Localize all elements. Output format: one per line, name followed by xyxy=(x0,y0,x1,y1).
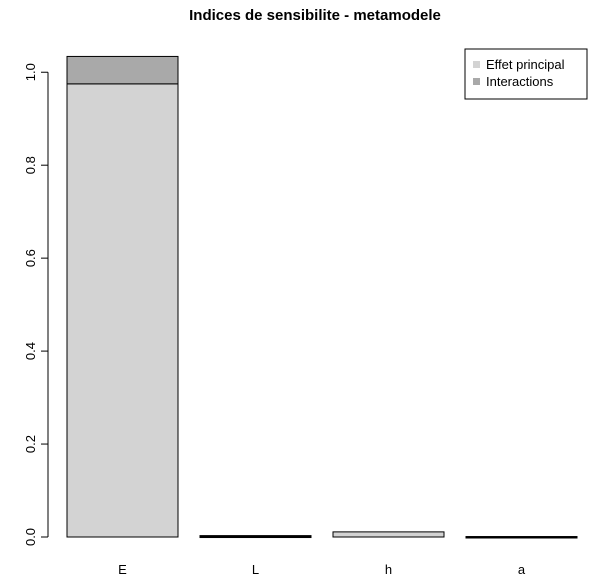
x-tick-label: L xyxy=(252,562,259,577)
y-tick-label: 1.0 xyxy=(23,63,38,81)
x-tick-label: E xyxy=(118,562,127,577)
y-axis: 0.0 0.2 0.4 0.6 0.8 1.0 xyxy=(23,63,49,546)
bar-E-interactions xyxy=(66,55,179,85)
bar-E-main-effect xyxy=(66,83,179,538)
bars-group xyxy=(66,55,578,539)
bar-h-main-effect xyxy=(332,531,445,538)
legend-label: Effet principal xyxy=(486,57,565,72)
legend: Effet principal Interactions xyxy=(464,48,588,100)
y-tick-label: 0.2 xyxy=(23,435,38,453)
bar-L-interactions xyxy=(199,535,312,538)
legend-label: Interactions xyxy=(486,74,554,89)
legend-swatch xyxy=(473,78,480,85)
x-tick-label: h xyxy=(385,562,392,577)
y-tick-label: 0.8 xyxy=(23,156,38,174)
legend-swatch xyxy=(473,61,480,68)
y-tick-label: 0.4 xyxy=(23,342,38,360)
chart-title: Indices de sensibilite - metamodele xyxy=(189,7,441,24)
y-tick-label: 0.0 xyxy=(23,528,38,546)
y-tick-label: 0.6 xyxy=(23,249,38,267)
legend-box xyxy=(464,48,588,100)
bar-a-interactions xyxy=(465,536,578,539)
x-tick-label: a xyxy=(518,562,526,577)
